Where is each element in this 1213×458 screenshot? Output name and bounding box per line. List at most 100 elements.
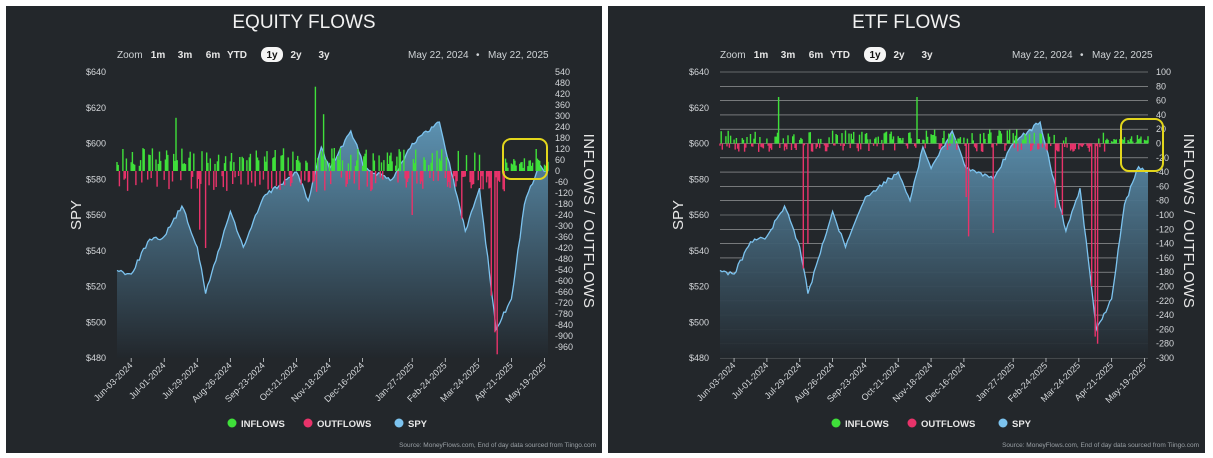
outflow-bar bbox=[946, 143, 949, 150]
right-axis-tick: -100 bbox=[1156, 210, 1174, 220]
inflow-bar bbox=[347, 163, 350, 171]
legend-label-outflows[interactable]: OUTFLOWS bbox=[921, 419, 975, 430]
outflow-bar bbox=[200, 171, 202, 184]
inflow-bar bbox=[831, 130, 834, 144]
inflow-bar bbox=[403, 149, 405, 171]
inflow-bar bbox=[143, 149, 145, 171]
zoom-button-2y[interactable]: 2y bbox=[893, 50, 905, 61]
zoom-label: Zoom bbox=[117, 50, 143, 61]
zoom-button-3m[interactable]: 3m bbox=[178, 50, 193, 61]
outflow-bar bbox=[915, 143, 917, 148]
inflow-bar bbox=[413, 163, 416, 171]
zoom-button-1m[interactable]: 1m bbox=[151, 50, 166, 61]
outflow-bar bbox=[1066, 143, 1068, 148]
zoom-button-3m[interactable]: 3m bbox=[781, 50, 796, 61]
outflow-bar bbox=[135, 171, 137, 186]
outflow-bar bbox=[1064, 143, 1066, 147]
outflow-bar bbox=[1004, 143, 1006, 151]
outflow-bar bbox=[406, 171, 409, 182]
inflow-bar bbox=[223, 163, 226, 171]
inflow-bar bbox=[272, 158, 274, 171]
outflow-bar bbox=[1037, 143, 1039, 150]
zoom-active-bg[interactable] bbox=[864, 47, 886, 62]
inflow-bar bbox=[206, 152, 208, 171]
inflow-bar bbox=[193, 153, 195, 171]
inflow-bar bbox=[521, 162, 523, 171]
legend-marker-spy[interactable] bbox=[394, 418, 404, 428]
inflow-bar bbox=[983, 132, 985, 144]
left-axis-tick: $580 bbox=[689, 174, 709, 184]
inflow-bar bbox=[511, 164, 514, 171]
outflow-bar bbox=[1030, 143, 1032, 151]
zoom-button-3y[interactable]: 3y bbox=[318, 50, 330, 61]
zoom-button-ytd[interactable]: YTD bbox=[227, 50, 247, 61]
inflow-bar bbox=[808, 132, 810, 144]
legend-label-inflows[interactable]: INFLOWS bbox=[241, 419, 285, 430]
zoom-button-1y[interactable]: 1y bbox=[266, 50, 278, 61]
inflow-bar bbox=[898, 138, 901, 144]
outflow-bar bbox=[1038, 143, 1040, 150]
outflow-bar bbox=[307, 171, 309, 183]
zoom-button-6m[interactable]: 6m bbox=[206, 50, 221, 61]
inflow-bar bbox=[1147, 136, 1149, 144]
inflow-bar bbox=[155, 159, 157, 171]
inflow-bar bbox=[727, 130, 729, 144]
inflow-bar bbox=[875, 137, 877, 144]
outflow-bar bbox=[411, 171, 413, 215]
right-axis-tick: -80 bbox=[1156, 196, 1169, 206]
inflow-bar bbox=[990, 132, 992, 144]
zoom-button-6m[interactable]: 6m bbox=[809, 50, 824, 61]
inflow-bar bbox=[809, 132, 811, 144]
outflow-bar bbox=[232, 171, 234, 184]
outflow-bar bbox=[315, 171, 318, 192]
inflow-bar bbox=[357, 149, 359, 171]
outflow-bar bbox=[397, 171, 399, 183]
outflow-bar bbox=[767, 143, 769, 146]
inflow-bar bbox=[298, 160, 300, 171]
inflow-bar bbox=[332, 158, 334, 171]
inflow-bar bbox=[537, 159, 540, 171]
inflow-bar bbox=[844, 130, 847, 144]
inflow-bar bbox=[753, 138, 755, 144]
outflow-bar bbox=[308, 171, 311, 182]
right-axis-tick: 80 bbox=[1156, 81, 1166, 91]
inflow-bar bbox=[902, 137, 904, 144]
left-axis-tick: $500 bbox=[689, 317, 709, 327]
zoom-button-3y[interactable]: 3y bbox=[921, 50, 933, 61]
legend-marker-inflows[interactable] bbox=[227, 418, 237, 428]
outflow-bar bbox=[721, 143, 723, 150]
inflow-bar bbox=[1129, 138, 1132, 144]
right-axis-tick: 360 bbox=[555, 100, 570, 110]
legend-marker-spy[interactable] bbox=[998, 418, 1008, 428]
legend-label-spy[interactable]: SPY bbox=[408, 419, 428, 430]
outflow-bar bbox=[477, 171, 479, 181]
legend-marker-outflows[interactable] bbox=[303, 418, 313, 428]
inflow-bar bbox=[504, 158, 507, 171]
inflow-bar bbox=[987, 133, 990, 144]
inflow-bar bbox=[881, 139, 883, 144]
outflow-bar bbox=[371, 171, 373, 190]
outflow-bar bbox=[464, 171, 466, 177]
zoom-button-ytd[interactable]: YTD bbox=[830, 50, 850, 61]
legend-marker-inflows[interactable] bbox=[831, 418, 841, 428]
inflow-bar bbox=[1098, 138, 1100, 144]
zoom-button-1y[interactable]: 1y bbox=[869, 50, 881, 61]
outflow-bar bbox=[340, 171, 343, 178]
inflow-bar bbox=[1115, 139, 1117, 144]
inflow-bar bbox=[792, 136, 794, 144]
left-axis-tick: $560 bbox=[689, 210, 709, 220]
outflow-bar bbox=[163, 171, 165, 180]
zoom-button-2y[interactable]: 2y bbox=[290, 50, 302, 61]
legend-marker-outflows[interactable] bbox=[907, 418, 917, 428]
inflow-bar bbox=[201, 151, 203, 171]
inflow-bar bbox=[256, 157, 259, 171]
left-axis-tick: $500 bbox=[86, 317, 106, 327]
legend-label-outflows[interactable]: OUTFLOWS bbox=[317, 419, 371, 430]
highlight-box bbox=[1120, 118, 1164, 172]
legend-label-inflows[interactable]: INFLOWS bbox=[845, 419, 889, 430]
inflow-bar bbox=[916, 97, 918, 144]
outflow-bar bbox=[234, 171, 236, 178]
zoom-active-bg[interactable] bbox=[261, 47, 283, 62]
zoom-button-1m[interactable]: 1m bbox=[754, 50, 769, 61]
legend-label-spy[interactable]: SPY bbox=[1012, 419, 1032, 430]
